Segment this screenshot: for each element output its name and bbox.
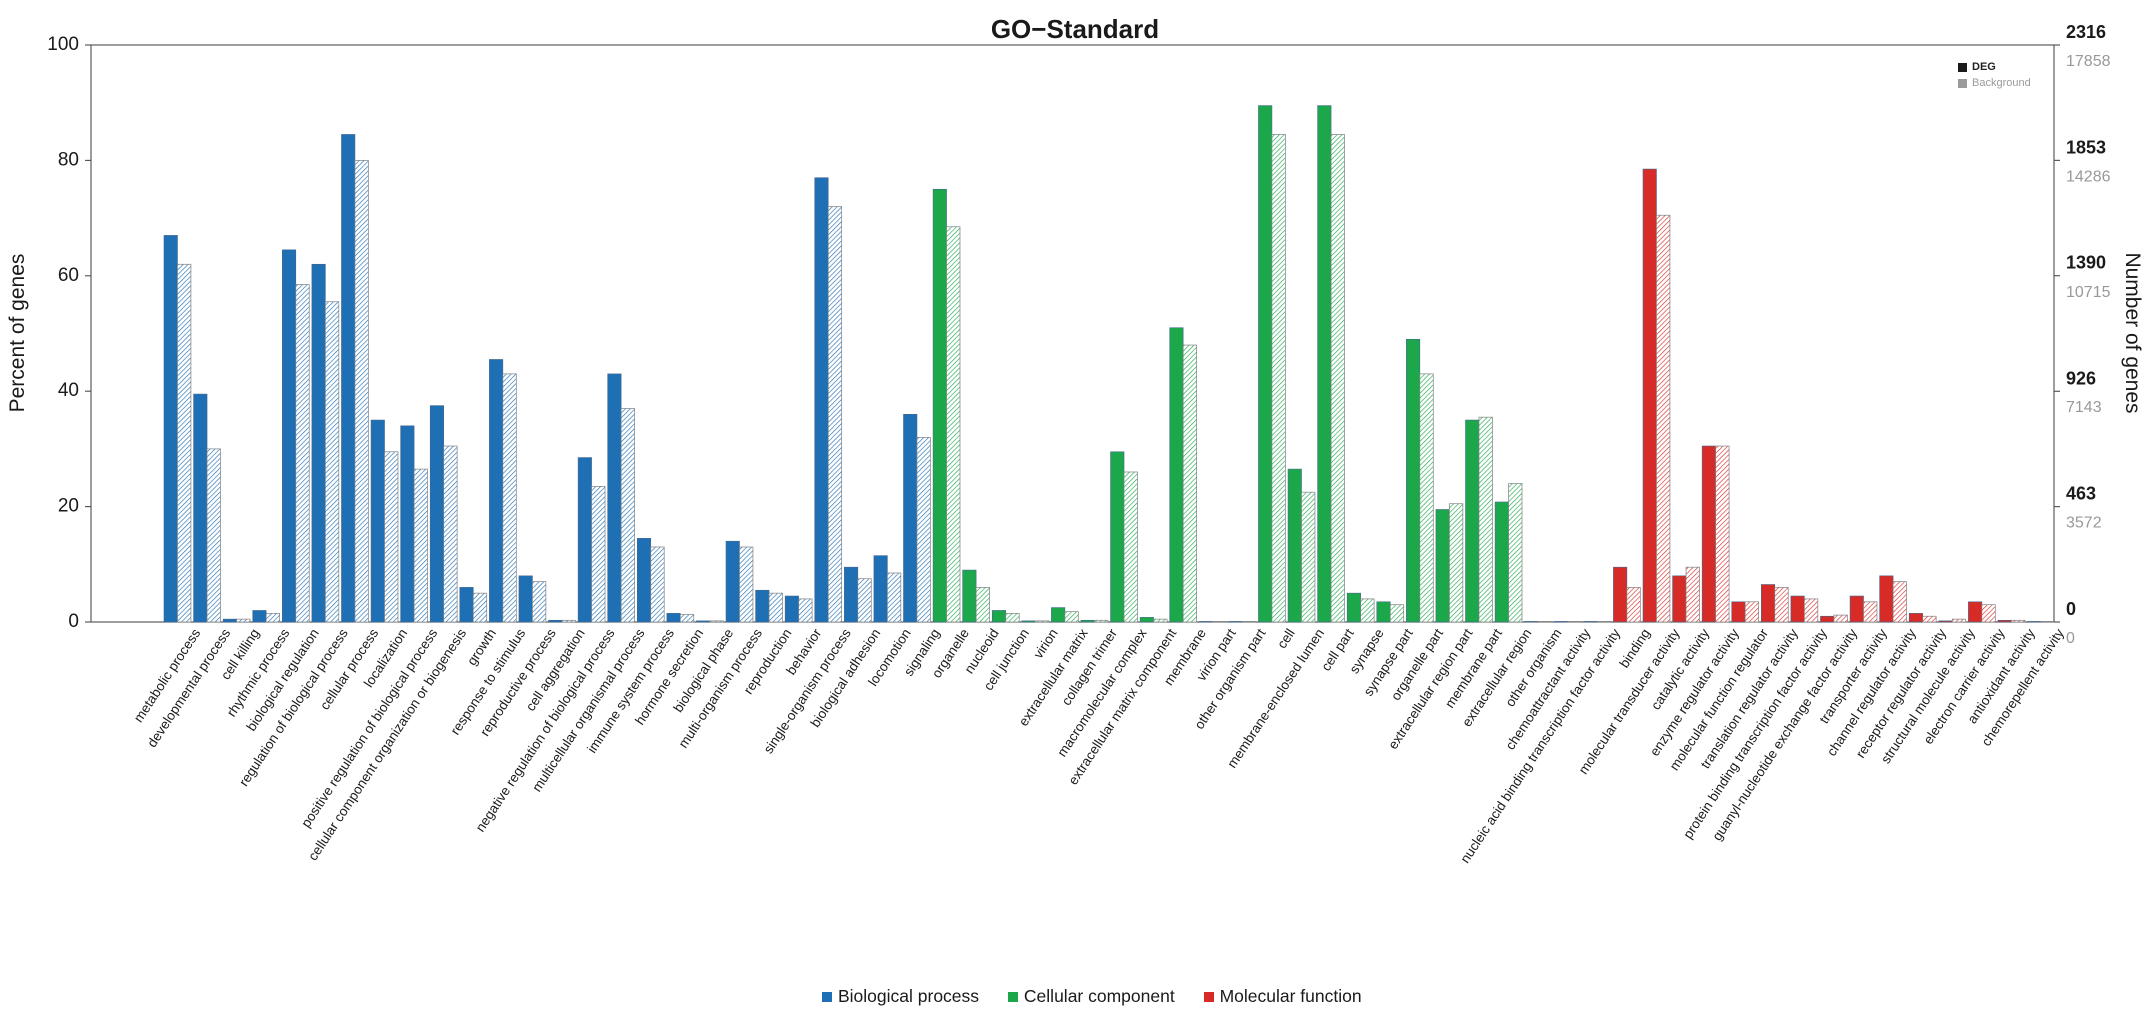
svg-text:0: 0 [2066,599,2076,619]
svg-text:40: 40 [58,380,79,401]
svg-text:463: 463 [2066,484,2096,504]
svg-text:3572: 3572 [2066,515,2102,532]
svg-text:0: 0 [68,611,79,632]
svg-text:14286: 14286 [2066,168,2111,185]
svg-text:1390: 1390 [2066,253,2106,273]
svg-text:60: 60 [58,265,79,286]
svg-text:17858: 17858 [2066,53,2111,70]
svg-text:80: 80 [58,149,79,170]
svg-text:7143: 7143 [2066,399,2102,416]
svg-text:926: 926 [2066,368,2096,388]
svg-text:10715: 10715 [2066,284,2111,301]
svg-text:1853: 1853 [2066,137,2106,157]
svg-text:0: 0 [2066,630,2075,647]
svg-text:20: 20 [58,496,79,517]
